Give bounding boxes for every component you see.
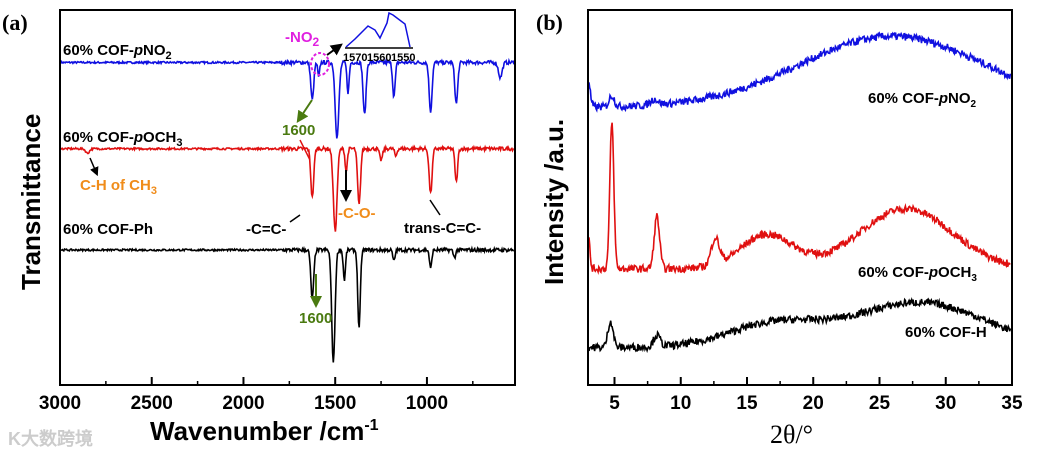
annotation-cc: -C=C-: [246, 221, 286, 238]
xrd-series-1: [588, 122, 1011, 276]
xrd-y-axis-label: Intensity /a.u.: [539, 119, 569, 285]
arrow-1600-red: [299, 139, 311, 161]
x-tick-label: 30: [935, 393, 956, 414]
panel-b-label: (b): [536, 10, 563, 35]
x-tick-label: 1500: [314, 393, 356, 414]
xrd-series-0: [588, 31, 1012, 113]
ftir-legend-poch3: 60% COF-pOCH3: [63, 129, 183, 149]
ftir-x-ticks: 3000 2500 2000 1500 1000: [39, 377, 474, 414]
arrow-trans: [429, 199, 441, 216]
ftir-axes-frame: [59, 9, 516, 386]
xrd-series-2: [588, 297, 1012, 354]
ftir-y-axis-label: Transmittance: [16, 114, 46, 290]
x-tick-label: 5: [609, 393, 620, 414]
annotation-co: -C-O-: [338, 205, 376, 222]
ftir-series-2: [60, 245, 514, 363]
annotation-trans: trans-C=C-: [404, 220, 481, 237]
arrow-ch3: [89, 157, 99, 177]
ftir-series-1: [60, 143, 515, 232]
annotation-1600-bottom: 1600: [299, 310, 332, 327]
ftir-x-axis-label: Wavenumber /cm-1: [150, 416, 379, 446]
xrd-legend-poch3: 60% COF-pOCH3: [858, 264, 977, 284]
x-tick-label: 2500: [131, 393, 173, 414]
ftir-plot: [60, 57, 515, 363]
ftir-series-0: [60, 57, 515, 139]
no2-inset: 1570 1560 1550: [343, 11, 415, 64]
ftir-legend-ph: 60% COF-Ph: [63, 221, 153, 238]
xrd-axes-frame: [587, 9, 1013, 386]
annotation-no2: -NO2: [285, 29, 320, 49]
xrd-x-ticks: 5 10 15 20 25 30 35: [609, 377, 1023, 414]
x-tick-label: 35: [1001, 393, 1023, 414]
x-tick-label: 3000: [39, 393, 81, 414]
panel-a-label: (a): [2, 10, 28, 35]
annotation-1600-top: 1600: [282, 122, 315, 139]
watermark: K大数跨境: [8, 428, 93, 449]
arrow-1600-top: [296, 99, 313, 123]
xrd-plot: [588, 31, 1012, 354]
xrd-legend-pno2: 60% COF-pNO2: [868, 90, 977, 110]
x-tick-label: 1000: [406, 393, 448, 414]
svg-text:1550: 1550: [391, 52, 415, 64]
annotation-ch3: C-H of CH3: [80, 177, 157, 197]
x-tick-label: 2000: [222, 393, 264, 414]
x-tick-label: 25: [869, 393, 891, 414]
no2-arrow: [326, 43, 343, 56]
svg-text:1560: 1560: [367, 52, 391, 64]
no2-highlight-circle: [310, 52, 330, 76]
svg-text:1570: 1570: [343, 52, 367, 64]
x-tick-label: 10: [670, 393, 691, 414]
x-tick-label: 20: [803, 393, 824, 414]
ftir-legend-pno2: 60% COF-pNO2: [63, 42, 172, 62]
xrd-legend-h: 60% COF-H: [905, 324, 987, 341]
xrd-x-axis-label: 2θ/°: [770, 420, 813, 449]
arrow-cc: [289, 214, 301, 223]
x-tick-label: 15: [736, 393, 758, 414]
